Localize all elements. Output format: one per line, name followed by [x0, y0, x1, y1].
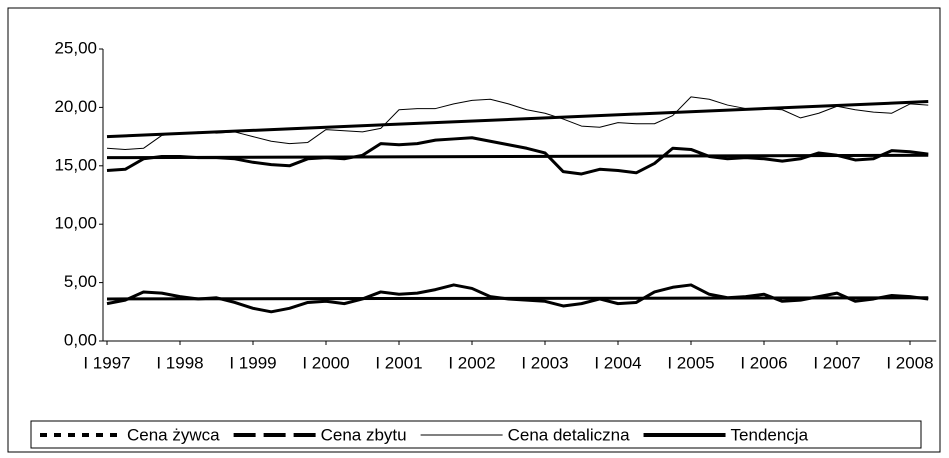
- x-tick-label: I 1998: [156, 353, 203, 372]
- y-tick-label: 10,00: [54, 214, 97, 233]
- y-tick-label: 20,00: [54, 97, 97, 116]
- chart-frame: [7, 7, 941, 453]
- x-tick-label: I 2000: [302, 353, 349, 372]
- x-tick-label: I 2003: [521, 353, 568, 372]
- x-tick-label: I 2006: [740, 353, 787, 372]
- y-tick-label: 0,00: [64, 330, 97, 349]
- legend-label: Cena zbytu: [321, 425, 407, 444]
- x-tick-label: I 1997: [83, 353, 130, 372]
- trend-line: [106, 153, 929, 160]
- x-tick-label: I 2008: [886, 353, 933, 372]
- x-tick-label: I 2005: [667, 353, 714, 372]
- x-tick-label: I 2004: [594, 353, 641, 372]
- series-line: [106, 136, 929, 176]
- x-tick-label: I 2002: [448, 353, 495, 372]
- trend-line: [106, 100, 929, 139]
- y-tick-label: 15,00: [54, 155, 97, 174]
- y-tick-label: 25,00: [54, 38, 97, 57]
- legend-label: Cena żywca: [127, 425, 220, 444]
- series-line: [106, 96, 929, 150]
- y-tick-label: 5,00: [64, 272, 97, 291]
- legend-label: Tendencja: [731, 425, 809, 444]
- x-tick-label: I 2007: [813, 353, 860, 372]
- x-tick-label: I 1999: [229, 353, 276, 372]
- x-tick-label: I 2001: [375, 353, 422, 372]
- legend-label: Cena detaliczna: [508, 425, 630, 444]
- trend-line: [106, 296, 929, 301]
